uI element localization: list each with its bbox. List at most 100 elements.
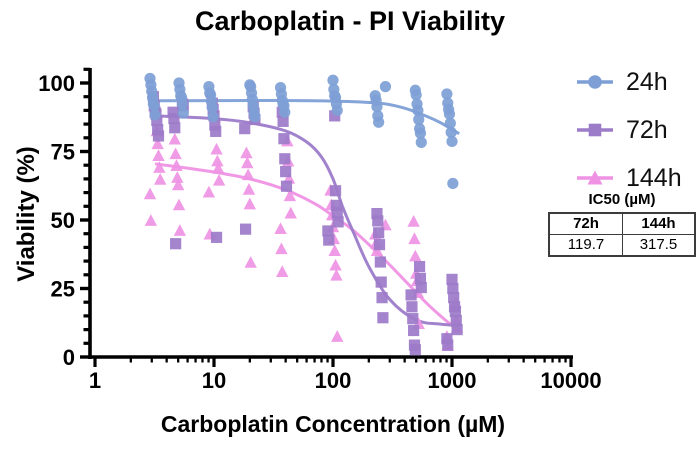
data-point bbox=[327, 74, 339, 86]
data-point bbox=[153, 161, 166, 173]
data-point bbox=[445, 126, 457, 138]
data-point bbox=[415, 281, 427, 294]
data-point bbox=[275, 242, 288, 255]
ic50-col-header-72h: 72h bbox=[573, 215, 599, 232]
data-point bbox=[168, 113, 180, 125]
data-point bbox=[240, 146, 253, 159]
data-point bbox=[413, 260, 426, 273]
data-point bbox=[331, 330, 344, 342]
y-tick-label: 100 bbox=[38, 71, 75, 96]
data-point bbox=[441, 333, 453, 345]
data-point bbox=[375, 276, 387, 288]
data-point bbox=[170, 238, 182, 250]
data-point bbox=[151, 114, 163, 127]
data-point bbox=[170, 159, 183, 171]
data-point bbox=[374, 256, 386, 268]
ic50-title: IC50 (µM) bbox=[588, 191, 656, 208]
data-point bbox=[412, 104, 424, 116]
data-point bbox=[330, 268, 343, 281]
data-point bbox=[209, 119, 221, 131]
series-points-24h bbox=[144, 72, 459, 190]
data-point bbox=[167, 106, 179, 118]
legend-label-144h: 144h bbox=[626, 163, 682, 192]
data-point bbox=[323, 234, 335, 246]
axes bbox=[80, 67, 573, 367]
data-point bbox=[239, 123, 251, 135]
data-point bbox=[241, 156, 254, 169]
data-point bbox=[284, 206, 297, 219]
data-point bbox=[148, 100, 160, 112]
data-point bbox=[171, 171, 184, 183]
data-point bbox=[413, 113, 425, 126]
data-point bbox=[409, 344, 421, 356]
y-tick-label: 50 bbox=[51, 208, 75, 233]
data-point bbox=[171, 178, 185, 191]
data-point bbox=[408, 324, 420, 337]
data-point bbox=[377, 312, 389, 324]
data-point bbox=[212, 162, 225, 174]
data-point bbox=[169, 147, 182, 160]
data-point bbox=[373, 227, 385, 239]
data-point bbox=[451, 324, 463, 336]
data-point bbox=[274, 222, 287, 235]
data-point bbox=[449, 305, 461, 317]
data-point bbox=[379, 81, 392, 93]
data-point bbox=[143, 187, 157, 200]
data-point bbox=[448, 292, 460, 304]
x-tick-label: 1000 bbox=[428, 368, 477, 393]
data-point bbox=[447, 282, 459, 295]
data-point bbox=[332, 216, 344, 228]
data-point bbox=[144, 214, 158, 226]
data-point bbox=[414, 127, 427, 139]
x-axis-title: Carboplatin Concentration (µM) bbox=[160, 411, 506, 437]
data-point bbox=[212, 173, 226, 186]
data-point bbox=[172, 198, 186, 211]
data-point bbox=[329, 258, 342, 271]
curve-24h bbox=[155, 98, 460, 135]
data-point bbox=[151, 137, 164, 150]
ic50-summary: IC50 (µM) 72h 144h 119.7 317.5 bbox=[548, 191, 696, 257]
ic50-value-72h: 119.7 bbox=[550, 234, 622, 255]
data-point bbox=[243, 197, 257, 210]
data-point bbox=[331, 207, 343, 219]
x-tick-label: 100 bbox=[315, 368, 352, 393]
data-point bbox=[244, 256, 257, 268]
data-point bbox=[206, 102, 218, 114]
legend-item-24h: 24h bbox=[576, 68, 682, 96]
data-point bbox=[152, 123, 164, 136]
data-point bbox=[152, 130, 165, 142]
data-point bbox=[279, 106, 291, 118]
data-point bbox=[442, 339, 454, 351]
data-point bbox=[450, 314, 462, 327]
x-tick-label: 10000 bbox=[540, 368, 601, 393]
data-point bbox=[407, 313, 419, 325]
ic50-table: 72h 144h 119.7 317.5 bbox=[548, 212, 696, 257]
y-tick-label: 0 bbox=[63, 345, 75, 370]
data-point bbox=[331, 104, 343, 116]
legend-item-72h: 72h bbox=[576, 116, 682, 144]
data-point bbox=[371, 101, 383, 113]
data-point bbox=[280, 166, 292, 178]
legend-marker-24h-icon bbox=[577, 75, 613, 89]
data-point bbox=[410, 89, 422, 101]
data-point bbox=[177, 107, 189, 119]
data-point bbox=[173, 224, 187, 236]
data-point bbox=[249, 111, 261, 123]
legend-item-144h: 144h bbox=[576, 164, 682, 192]
data-point bbox=[444, 117, 456, 129]
data-point bbox=[149, 109, 161, 121]
fit-curve-24h bbox=[155, 98, 460, 135]
data-point bbox=[414, 272, 427, 285]
legend: 24h 72h 144h bbox=[576, 68, 682, 192]
data-point bbox=[330, 199, 342, 211]
figure-title: Carboplatin - PI Viability bbox=[194, 6, 506, 36]
x-tick-label: 1 bbox=[89, 368, 101, 393]
data-point bbox=[276, 265, 289, 277]
ic50-col-header-144h: 144h bbox=[622, 214, 694, 234]
data-point bbox=[277, 115, 289, 127]
data-point bbox=[371, 207, 383, 220]
data-point bbox=[239, 223, 252, 235]
data-point bbox=[443, 108, 456, 120]
data-point bbox=[280, 180, 293, 192]
